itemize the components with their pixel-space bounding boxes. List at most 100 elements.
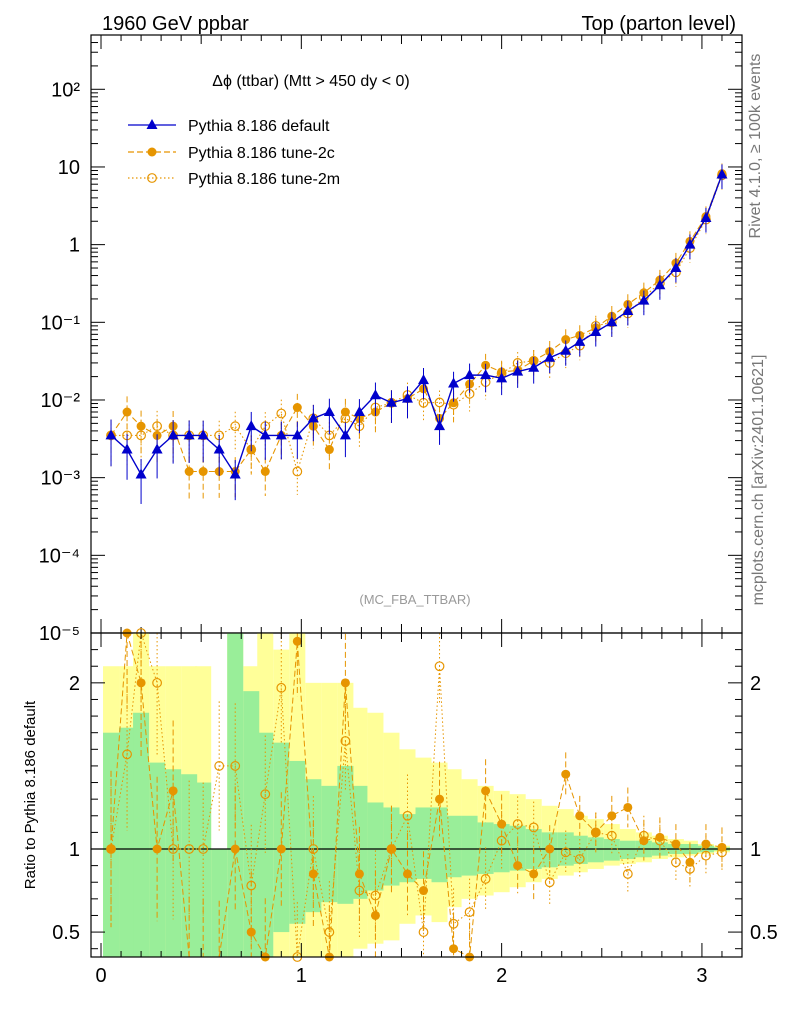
ratio-y-tick-label: 2	[750, 673, 761, 695]
ratio-point	[561, 769, 571, 779]
legend-label-0: Pythia 8.186 default	[188, 118, 330, 135]
data-point	[700, 212, 712, 223]
data-point	[401, 392, 413, 403]
y-tick-label: 10⁻⁴	[39, 545, 80, 567]
ratio-y-tick-label: 1	[69, 839, 80, 861]
ratio-band-inner	[195, 782, 212, 957]
data-point	[183, 429, 195, 440]
ratio-band-inner	[133, 712, 150, 957]
ratio-point	[386, 844, 397, 854]
x-tick-label: 3	[696, 965, 707, 987]
ratio-point	[591, 827, 601, 837]
ratio-point	[198, 844, 209, 854]
ratio-band-inner	[603, 839, 620, 861]
data-point	[136, 421, 146, 431]
ratio-point	[246, 880, 257, 891]
data-point	[339, 429, 351, 440]
data-point	[353, 406, 365, 417]
ratio-point	[308, 869, 318, 879]
ratio-point	[136, 678, 146, 688]
ratio-y-tick-label: 2	[69, 673, 80, 695]
x-tick-label: 1	[296, 965, 307, 987]
ratio-point	[464, 907, 475, 918]
ratio-point	[685, 864, 695, 874]
header-right: Top (parton level)	[581, 13, 736, 35]
data-point	[135, 468, 147, 479]
ratio-point	[184, 844, 195, 854]
ratio-point	[496, 835, 507, 846]
ratio-band-inner	[321, 785, 338, 903]
ratio-point	[622, 869, 633, 879]
data-point	[151, 443, 163, 454]
data-point	[229, 468, 241, 479]
data-point	[638, 294, 650, 305]
data-point	[105, 429, 117, 440]
ratio-point	[590, 827, 601, 838]
data-point	[449, 398, 459, 408]
legend-marker-0	[146, 119, 158, 129]
ratio-point	[122, 749, 132, 760]
data-point	[323, 406, 335, 417]
ratio-point	[480, 874, 491, 884]
ratio-point	[701, 850, 711, 861]
data-point	[480, 369, 492, 380]
ratio-point	[308, 844, 319, 854]
main-title: Δϕ (ttbar) (Mtt > 450 dy < 0)	[212, 73, 410, 90]
data-point	[544, 351, 556, 362]
rivet-label: Rivet 4.1.0, ≥ 100k events	[747, 54, 764, 239]
ratio-point	[276, 682, 287, 693]
ratio-point	[638, 830, 649, 841]
ratio-point	[354, 885, 365, 896]
ratio-band-inner	[399, 814, 416, 883]
ratio-point	[419, 886, 429, 896]
ratio-band-inner	[243, 691, 260, 957]
data-point	[122, 407, 132, 417]
x-tick-label: 2	[496, 965, 507, 987]
ratio-band-inner	[337, 765, 354, 904]
ratio-point	[528, 822, 539, 833]
ratio-point	[448, 918, 459, 929]
ratio-point	[354, 869, 364, 879]
ratio-point	[402, 810, 413, 821]
ratio-point	[670, 857, 681, 868]
data-point	[184, 467, 194, 477]
legend-marker-1	[147, 147, 157, 157]
data-point	[654, 279, 666, 290]
data-point	[291, 429, 303, 440]
data-point	[121, 443, 133, 454]
ratio-point	[544, 877, 555, 888]
ratio-band-inner	[289, 760, 306, 924]
ratio-band-inner	[445, 815, 462, 878]
plot-annotation: (MC_FBA_TTBAR)	[359, 592, 470, 607]
legend-marker-2	[147, 173, 157, 183]
data-point	[292, 466, 303, 477]
ratio-plot: 0 1 2 3 0.5 0.5 1 1 2 2	[52, 628, 778, 987]
data-point	[276, 408, 287, 419]
legend-label-1: Pythia 8.186 tune-2c	[188, 145, 335, 162]
ratio-point	[246, 927, 256, 937]
ratio-point	[276, 844, 286, 854]
data-point	[292, 403, 302, 413]
ratio-point	[654, 835, 665, 846]
series-line-0	[110, 174, 723, 477]
ratio-band-inner	[619, 840, 636, 859]
data-point	[684, 238, 696, 249]
data-point	[275, 429, 287, 440]
data-point	[369, 389, 381, 400]
data-point	[606, 316, 618, 327]
data-point	[670, 262, 682, 273]
y-tick-label: 10²	[51, 79, 80, 101]
series-line-1	[110, 173, 723, 473]
ratio-point	[434, 661, 445, 672]
data-point	[528, 361, 540, 372]
ratio-point	[529, 869, 539, 879]
data-point	[197, 429, 209, 440]
data-point	[385, 396, 397, 407]
ratio-point	[513, 861, 523, 871]
x-tick-label: 0	[95, 965, 106, 987]
data-point	[245, 420, 257, 431]
data-point	[434, 420, 446, 431]
data-point	[560, 344, 572, 355]
header-left: 1960 GeV ppbar	[102, 13, 249, 35]
data-point	[167, 429, 179, 440]
